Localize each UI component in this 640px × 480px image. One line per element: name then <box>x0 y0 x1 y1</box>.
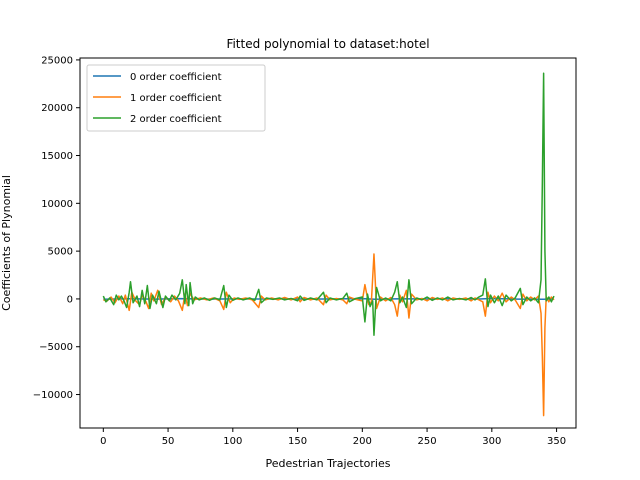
plot-frame <box>79 57 577 429</box>
y-tick-label-3: 5000 <box>48 247 73 258</box>
x-tick-label-3: 150 <box>288 436 307 447</box>
y-axis-ticks: −10000 −5000 0 5000 10000 15000 20000 25000 <box>33 55 80 401</box>
legend-label-2: 2 order coefficient <box>130 114 222 125</box>
x-tick-label-5: 250 <box>418 436 437 447</box>
legend-label-0: 0 order coefficient <box>130 72 222 83</box>
x-tick-label-4: 200 <box>353 436 372 447</box>
y-tick-label-5: 15000 <box>41 151 73 162</box>
y-tick-label-0: −10000 <box>33 390 73 401</box>
y-tick-label-4: 10000 <box>41 199 73 210</box>
y-tick-label-6: 20000 <box>41 103 73 114</box>
x-tick-label-2: 100 <box>223 436 242 447</box>
y-tick-label-1: −5000 <box>39 342 73 353</box>
x-axis-title: Pedestrian Trajectories <box>266 457 391 470</box>
legend: 0 order coefficient 1 order coefficient 2 … <box>86 64 266 132</box>
chart-title: Fitted polynomial to dataset:hotel <box>226 37 429 51</box>
legend-label-1: 1 order coefficient <box>130 93 222 104</box>
x-axis-ticks: 0 50 100 150 200 250 300 350 <box>100 428 566 447</box>
series-line-2 <box>102 72 555 337</box>
series-layer <box>102 72 555 417</box>
legend-box <box>86 64 266 132</box>
y-axis-title: Coefficients of Plynomial <box>0 175 13 311</box>
x-tick-label-6: 300 <box>482 436 501 447</box>
x-tick-label-7: 350 <box>547 436 566 447</box>
x-tick-label-1: 50 <box>162 436 175 447</box>
y-tick-label-2: 0 <box>67 294 73 305</box>
x-tick-label-0: 0 <box>100 436 106 447</box>
y-tick-label-7: 25000 <box>41 55 73 66</box>
